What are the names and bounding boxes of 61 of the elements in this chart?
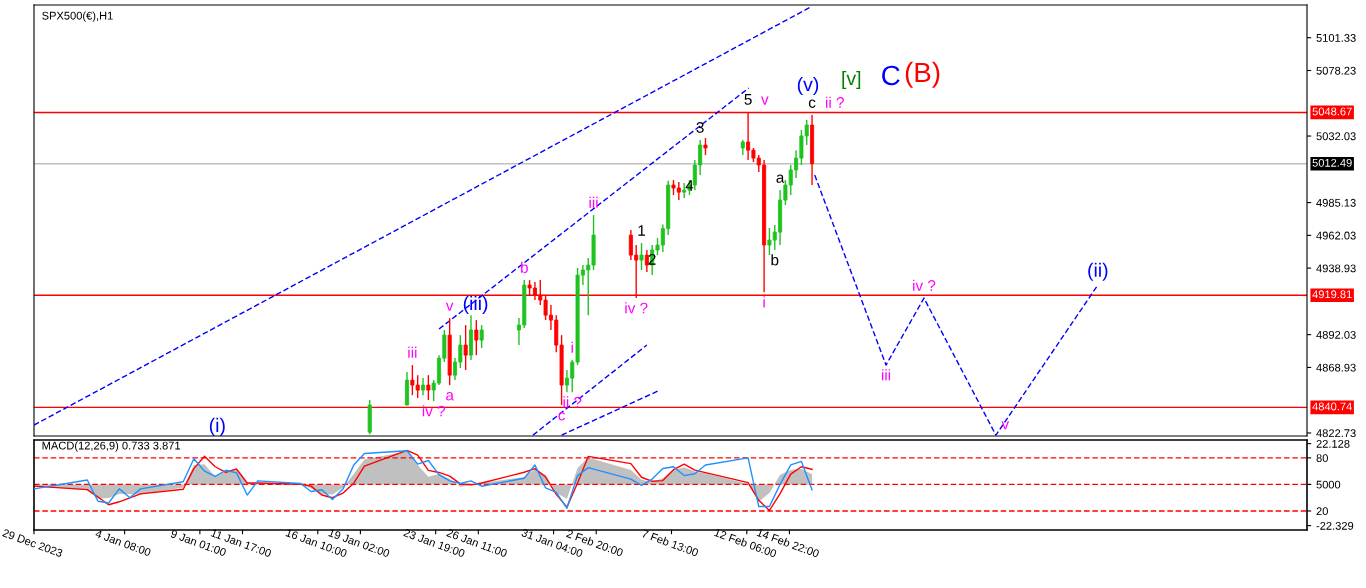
y2-tick-label: 80 bbox=[1316, 454, 1328, 463]
annotation: 3 bbox=[696, 122, 704, 133]
annotation: 5 bbox=[744, 94, 752, 105]
annotation: v bbox=[761, 96, 769, 105]
y-tick-label: 5101.33 bbox=[1316, 34, 1356, 42]
annotation: C bbox=[882, 65, 900, 86]
annotation: c bbox=[808, 99, 816, 108]
annotation: (ii) bbox=[1088, 262, 1108, 281]
text: SPX500(€),H1 bbox=[42, 11, 113, 22]
annotation: iv ? bbox=[625, 302, 648, 314]
annotation: iv ? bbox=[913, 279, 936, 291]
annotation: b bbox=[771, 254, 779, 266]
annotation: ii ? bbox=[563, 396, 582, 408]
annotation: (B) bbox=[905, 61, 940, 88]
candlestick bbox=[644, 249, 649, 273]
y-tick-label: 4868.93 bbox=[1316, 363, 1356, 372]
annotation: c bbox=[558, 412, 565, 421]
x-tick-label: 4 Jan 08:00 bbox=[94, 529, 152, 557]
x-tick-label: 7 Feb 13:00 bbox=[641, 529, 699, 557]
candlestick bbox=[474, 319, 479, 356]
candlestick bbox=[479, 324, 484, 349]
y-tick-label: -22.329 bbox=[1316, 521, 1354, 530]
annotation: a bbox=[446, 392, 454, 401]
y-tick-label: 5032.03 bbox=[1316, 132, 1356, 141]
chart-title: MACD(12,26,9) 0.733 3.871 bbox=[42, 441, 181, 452]
y-tick-label: 22.128 bbox=[1316, 439, 1350, 448]
y-tick-label: 00 bbox=[1328, 480, 1341, 489]
y-tick-label: 4938.93 bbox=[1316, 264, 1356, 273]
y2-tick-label: 20 bbox=[1316, 507, 1328, 516]
y-tick-label: 4822.73 bbox=[1316, 429, 1356, 438]
ref-line-label: 4919.81 bbox=[1312, 290, 1352, 299]
candlestick bbox=[426, 374, 431, 401]
annotation: (v) bbox=[797, 76, 819, 96]
y-tick-label: 4962.03 bbox=[1316, 231, 1356, 240]
annotation: v bbox=[1001, 421, 1010, 430]
annotation: (i) bbox=[209, 417, 225, 436]
candlestick bbox=[639, 242, 644, 271]
annotation: iii bbox=[408, 346, 417, 358]
x-tick-label: 29 Dec 2023 bbox=[2, 528, 64, 558]
annotation: ii ? bbox=[825, 96, 844, 108]
annotation: v bbox=[445, 302, 454, 311]
annotation: iii bbox=[589, 196, 598, 208]
annotation: iii bbox=[881, 369, 891, 381]
annotation: [v] bbox=[842, 70, 861, 90]
y-tick-label: 4985.13 bbox=[1316, 198, 1356, 207]
annotation: iv ? bbox=[422, 405, 446, 417]
y-tick-label: 4892.03 bbox=[1316, 330, 1356, 339]
ref-line-label: 4840.74 bbox=[1312, 402, 1352, 411]
y-tick-label: 5078.23 bbox=[1316, 66, 1356, 75]
candlestick bbox=[463, 324, 468, 371]
annotation: i bbox=[571, 341, 573, 353]
y2-tick-label: 50 bbox=[1316, 480, 1328, 489]
annotation: 1 bbox=[638, 225, 646, 236]
ref-line-label: 5048.67 bbox=[1312, 107, 1352, 116]
annotation: b bbox=[521, 261, 528, 273]
ref-line-label: 5012.49 bbox=[1312, 158, 1352, 167]
annotation: 2 bbox=[648, 253, 656, 265]
annotation: i bbox=[763, 296, 765, 308]
annotation: a bbox=[776, 174, 785, 183]
candlestick bbox=[682, 182, 687, 199]
annotation: (iii) bbox=[463, 295, 488, 314]
